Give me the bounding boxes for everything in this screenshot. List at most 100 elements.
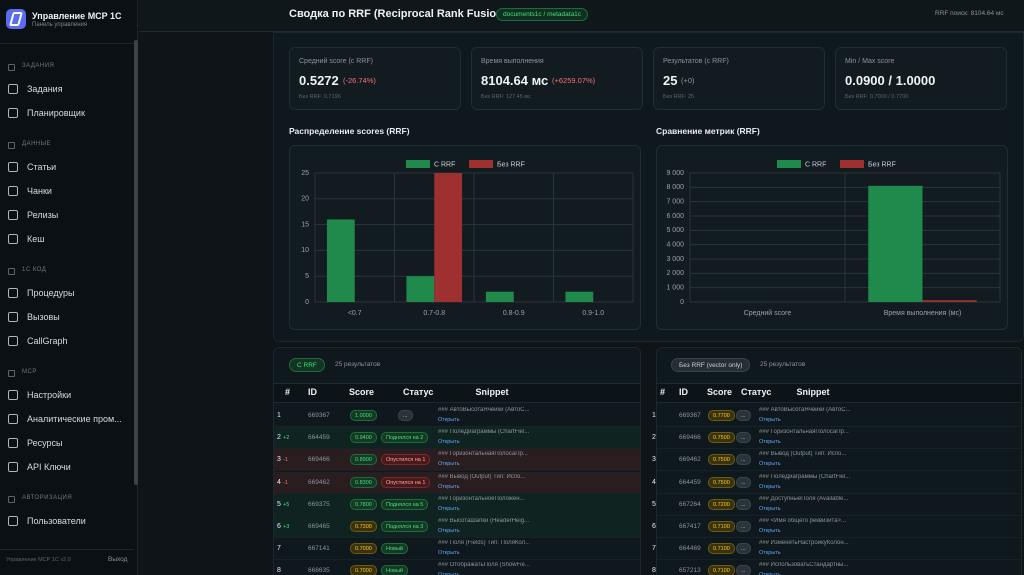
score-badge: 1.0000 [350,410,377,421]
nav-icon[interactable] [8,336,18,346]
nav-icon[interactable] [8,162,18,172]
nav-item[interactable]: Кеш [27,234,45,244]
nav-icon[interactable] [8,84,18,94]
stat-card: Результатов (с RRF) 25 (+0) Без RRF: 25 [653,47,825,110]
open-link[interactable]: Открыть [438,505,460,512]
y-tick-label: 8 000 [666,184,684,191]
open-link[interactable]: Открыть [759,528,781,534]
open-link[interactable]: Открыть [759,483,781,490]
score-badge: 0.9400 [350,432,377,444]
nav-icon[interactable] [8,186,18,196]
nav-item[interactable]: Вызовы [27,312,60,322]
column-header: Snippet [475,387,509,397]
open-link[interactable]: Открыть [438,550,460,557]
doc-id: 667264 [679,500,701,508]
table-row [657,472,1021,494]
status-badge: ... [736,543,751,555]
rank: 7 [652,545,656,553]
snippet: ### ДоступныеПоля (Available... [759,495,849,502]
rank: 3 [652,456,656,464]
open-link[interactable]: Открыть [438,461,460,468]
card-value: 25 [663,73,678,88]
nav-icon[interactable] [8,108,18,118]
nav-icon[interactable] [8,516,18,526]
bar [922,300,977,302]
nav-icon[interactable] [8,234,18,244]
snippet: ### Вывод (Output) Тип: Испо... [759,451,847,458]
card-baseline: Без RRF: 0.7000 / 0.7700 [845,94,909,100]
logout[interactable]: Выход [108,556,128,563]
nav-item[interactable]: Задания [27,84,63,94]
table-header-bg [657,383,1021,403]
doc-id: 669462 [308,478,330,486]
table-row [274,405,640,427]
rank: 1 [652,412,656,419]
open-link[interactable]: Открыть [759,550,781,557]
snippet: ### ВысотаШапки (HeaderHeig... [438,518,530,524]
nav-icon[interactable] [8,414,18,424]
status-badge: Поднялся на 2 [381,432,429,444]
logo-bolt [9,12,23,26]
score-badge: 0.7500 [708,476,735,488]
x-tick-label: Время выполнения (мс) [884,310,962,317]
doc-id: 668635 [308,567,330,575]
nav-item[interactable]: Настройки [27,390,72,400]
nav-icon[interactable] [8,210,18,220]
open-link[interactable]: Открыть [759,461,781,468]
column-header: Score [707,387,733,397]
sidebar: Управление MCP 1С Панель управления ЗАДАНИ… [0,0,138,575]
table-row [657,449,1021,472]
open-link[interactable]: Открыть [438,483,460,490]
open-link[interactable]: Открыть [759,505,781,512]
nav-icon[interactable] [8,288,18,298]
legend-swatch [406,160,430,168]
snippet: ### ИзменятьНастройкуКолон... [759,540,849,547]
open-link[interactable]: Открыть [438,572,460,575]
table-header-bg [274,383,640,403]
nav-item[interactable]: Ресурсы [27,438,63,448]
doc-id: 669375 [308,500,330,508]
status-badge: ... [736,565,751,575]
nav-icon[interactable] [8,462,18,472]
status-badge: ... [736,454,751,466]
nav-icon[interactable] [8,312,18,322]
table-row [657,427,1021,450]
y-tick-label: 0 [680,299,684,306]
logo [6,9,26,29]
card-value: 8104.64 мс [481,73,549,88]
nav-item[interactable]: Статьи [27,162,57,172]
rank: 8 [652,567,656,575]
nav-icon[interactable] [8,390,18,400]
nav-icon[interactable] [8,438,18,448]
nav-item[interactable]: CallGraph [27,336,68,346]
nav-item[interactable]: API Ключи [27,462,71,472]
open-link[interactable]: Открыть [759,417,781,423]
section-icon [8,268,15,275]
legend-label: Без RRF [868,161,896,168]
column-header: ID [679,387,688,397]
collection-badge: documents1c / metadata1c [496,8,589,21]
nav-item[interactable]: Аналитические пром... [27,414,122,424]
nav-item[interactable]: Релизы [27,210,59,220]
open-link[interactable]: Открыть [759,572,781,575]
snippet: ### АвтоВысотаЯчейки (АвтоС... [759,407,851,413]
open-link[interactable]: Открыть [438,528,460,534]
y-tick-label: 1 000 [666,285,684,292]
nav-item[interactable]: Пользователи [27,516,86,526]
open-link[interactable]: Открыть [759,439,781,446]
chart-title: Распределение scores (RRF) [289,126,410,136]
snippet: ### Поля (Fields) Тип: ПоляКол... [438,540,531,547]
open-link[interactable]: Открыть [438,439,460,446]
legend-label: С RRF [805,161,826,168]
section-title: АВТОРИЗАЦИЯ [22,495,73,501]
column-header: Score [349,387,375,397]
nav-item[interactable]: Процедуры [27,288,75,298]
nav-item[interactable]: Планировщик [27,108,85,118]
open-link[interactable]: Открыть [438,417,460,423]
stat-card: Средний score (с RRF) 0.5272 (-26.74%) Без … [289,47,461,110]
score-badge: 0.7500 [708,432,735,444]
nav-item[interactable]: Чанки [27,186,52,196]
y-tick-label: 0 [305,299,309,306]
score-badge: 0.8900 [350,454,377,466]
snippet: ### ИспользоватьСтандартны... [759,562,849,569]
